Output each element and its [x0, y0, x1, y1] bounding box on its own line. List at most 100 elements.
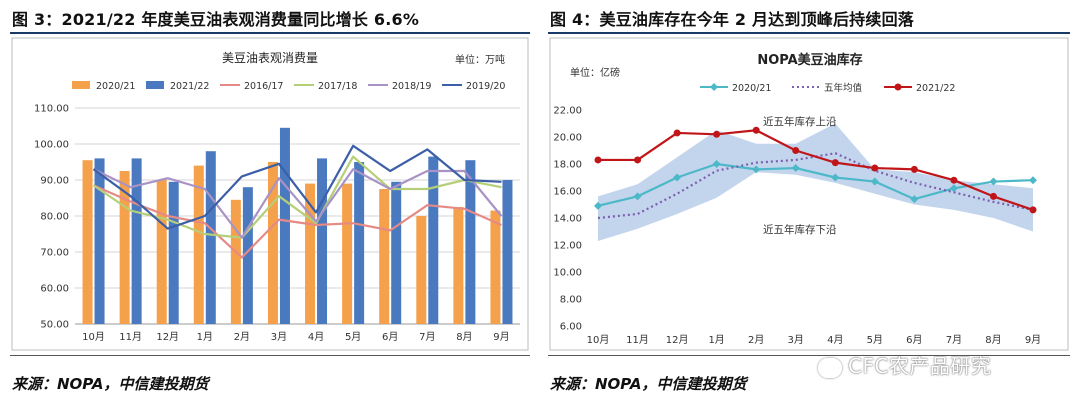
bar-2020-21 [82, 160, 93, 324]
x-tick-label: 10月 [82, 331, 105, 343]
chart-title: 美豆油表观消费量 [222, 51, 318, 65]
y-tick-label: 14.00 [553, 214, 582, 225]
x-tick-label: 4月 [308, 331, 324, 343]
x-tick-label: 1月 [197, 331, 213, 343]
x-tick-label: 6月 [382, 331, 398, 343]
point-2020-21 [831, 173, 840, 182]
line-2021-22 [598, 129, 1034, 211]
x-tick-label: 10月 [587, 334, 610, 346]
annotation-lower: 近五年库存下沿 [763, 223, 837, 236]
right-figure-title: 图 4：美豆油库存在今年 2 月达到顶峰后持续回落 [550, 10, 914, 29]
y-tick-label: 12.00 [553, 241, 582, 252]
left-figure-title: 图 3：2021/22 年度美豆油表观消费量同比增长 6.6% [12, 10, 420, 29]
point-2021-22 [910, 165, 918, 173]
x-tick-label: 2月 [234, 331, 250, 343]
bar-2020-21 [156, 180, 167, 324]
y-tick-label: 18.00 [553, 160, 582, 171]
bar-2020-21 [453, 207, 464, 324]
chart-unit: 单位：亿磅 [570, 66, 620, 79]
y-tick-label: 10.00 [553, 268, 582, 279]
x-tick-label: 12月 [666, 334, 689, 346]
point-2021-22 [950, 176, 958, 184]
point-2021-22 [752, 126, 760, 134]
y-tick-label: 80.00 [40, 212, 69, 223]
x-tick-label: 7月 [419, 331, 435, 343]
five-year-range-band [598, 123, 1033, 241]
point-2020-21 [989, 177, 998, 186]
right-title-rule [548, 32, 1070, 34]
point-2021-22 [989, 192, 997, 200]
consumption-chart: 美豆油表观消费量 单位：万吨 2020/21 2021/22 2016/17 2017/1… [11, 37, 529, 351]
y-tick-label: 16.00 [553, 187, 582, 198]
wechat-logo-icon [818, 357, 842, 378]
line-2017-18 [92, 155, 502, 239]
y-tick-label: 90.00 [40, 176, 69, 187]
bar-2021-22 [94, 158, 105, 324]
x-tick-label: 3月 [788, 334, 804, 346]
annotation-upper: 近五年库存上沿 [763, 115, 837, 128]
legend-label: 2019/20 [466, 81, 505, 92]
legend-swatch [146, 81, 164, 89]
watermark-text: CFC农产品研究 [848, 354, 992, 378]
point-2020-21 [791, 164, 800, 173]
point-2020-21 [910, 195, 919, 204]
y-tick-label: 6.00 [560, 322, 582, 333]
watermark: CFC农产品研究 [818, 350, 991, 379]
right-source: 来源：NOPA，中信建投期货 [550, 375, 747, 393]
chart-unit: 单位：万吨 [455, 53, 505, 66]
right-bottom-rule [548, 355, 1070, 356]
left-bottom-rule [10, 355, 530, 356]
point-2021-22 [673, 129, 681, 137]
legend-label: 2020/21 [732, 83, 771, 94]
point-2020-21 [949, 184, 958, 193]
point-2020-21 [712, 160, 721, 168]
point-2020-21 [1029, 176, 1037, 185]
bar-2020-21 [119, 171, 130, 324]
point-2021-22 [634, 156, 642, 164]
legend-label: 2017/18 [318, 81, 357, 92]
chart-title: NOPA美豆油库存 [757, 52, 862, 68]
x-tick-label: 3月 [271, 331, 287, 343]
y-tick-label: 50.00 [40, 320, 69, 331]
x-tick-label: 1月 [708, 334, 724, 346]
line-2016-17 [93, 184, 502, 259]
legend-swatch [72, 81, 90, 89]
x-tick-label: 8月 [456, 331, 472, 343]
point-2020-21 [594, 201, 602, 210]
x-tick-label: 4月 [827, 334, 843, 346]
y-tick-label: 22.00 [553, 106, 582, 117]
legend-marker [894, 83, 902, 91]
legend-label: 2021/22 [170, 81, 209, 92]
x-tick-label: 11月 [626, 334, 649, 346]
bar-2020-21 [193, 165, 204, 324]
bar-2020-21 [490, 210, 501, 324]
x-tick-label: 11月 [119, 331, 142, 343]
point-2020-21 [673, 173, 682, 182]
y-tick-label: 60.00 [40, 284, 69, 295]
point-2021-22 [792, 147, 800, 154]
x-tick-label: 5月 [867, 334, 883, 346]
point-2021-22 [831, 159, 839, 167]
legend-marker [710, 83, 718, 91]
y-tick-label: 70.00 [40, 248, 69, 259]
left-title-rule [10, 32, 530, 34]
line-2019-20 [92, 144, 502, 230]
bar-2020-21 [416, 216, 427, 324]
point-2021-22 [713, 130, 721, 138]
bar-2020-21 [305, 183, 316, 324]
point-2021-22 [594, 156, 602, 164]
bar-2021-22 [465, 160, 476, 324]
legend-label: 五年均值 [824, 82, 863, 94]
x-tick-label: 12月 [156, 331, 179, 343]
point-2020-21 [870, 177, 879, 186]
bar-2021-22 [502, 180, 513, 324]
line-2020-21 [597, 162, 1034, 207]
legend-label: 2020/21 [96, 81, 135, 92]
left-source: 来源：NOPA，中信建投期货 [12, 375, 209, 393]
legend-label: 2021/22 [916, 83, 955, 94]
bar-2020-21 [267, 162, 278, 324]
y-tick-label: 8.00 [560, 295, 582, 306]
legend-label: 2016/17 [244, 81, 283, 92]
point-2020-21 [752, 165, 761, 174]
